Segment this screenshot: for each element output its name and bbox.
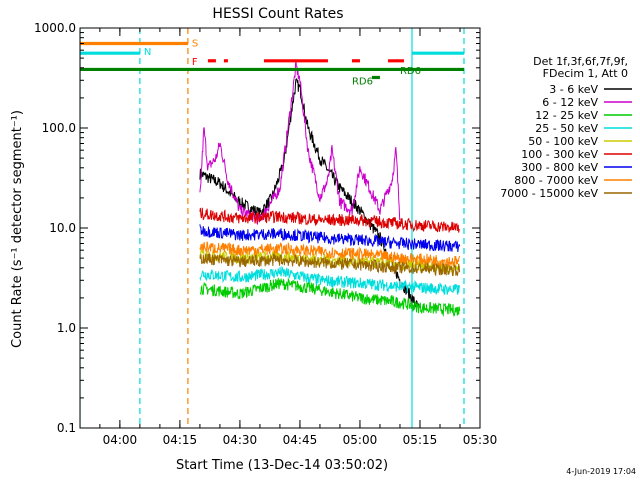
x-tick-label-0: 04:00 bbox=[103, 433, 138, 447]
series-line-6 bbox=[199, 224, 461, 253]
series-line-1 bbox=[199, 59, 401, 225]
legend-label-8: 7000 - 15000 keV bbox=[500, 187, 598, 200]
annotation-4: RD6 bbox=[352, 76, 373, 87]
y-tick-label-4: 1000.0 bbox=[34, 21, 76, 35]
x-tick-label-4: 05:00 bbox=[343, 433, 378, 447]
chart-title: HESSI Count Rates bbox=[212, 6, 343, 22]
legend-label-2: 12 - 25 keV bbox=[535, 109, 598, 122]
annotation-0: S bbox=[192, 38, 198, 49]
footer-date: 4-Jun-2019 17:04 bbox=[566, 467, 636, 476]
legend-header-1: FDecim 1, Att 0 bbox=[543, 67, 628, 80]
legend-label-0: 3 - 6 keV bbox=[549, 83, 598, 96]
legend-header-0: Det 1f,3f,6f,7f,9f, bbox=[533, 55, 628, 68]
series-line-7 bbox=[199, 241, 461, 268]
x-tick-label-2: 04:30 bbox=[223, 433, 258, 447]
x-tick-label-1: 04:15 bbox=[163, 433, 198, 447]
annotation-1: N bbox=[144, 47, 151, 58]
x-tick-label-5: 05:15 bbox=[403, 433, 438, 447]
series-line-2 bbox=[199, 277, 461, 318]
legend-label-4: 50 - 100 keV bbox=[528, 135, 598, 148]
series-line-5 bbox=[199, 207, 460, 233]
x-tick-label-3: 04:45 bbox=[283, 433, 318, 447]
y-axis-label: Count Rate (s⁻¹ detector segment⁻¹) bbox=[10, 110, 25, 348]
legend-label-5: 100 - 300 keV bbox=[521, 148, 598, 161]
y-tick-label-2: 10.0 bbox=[49, 221, 76, 235]
legend-label-1: 6 - 12 keV bbox=[542, 96, 598, 109]
annotation-2: F bbox=[192, 57, 198, 68]
x-tick-label-6: 05:30 bbox=[463, 433, 498, 447]
series-line-3 bbox=[199, 265, 461, 296]
legend-label-3: 25 - 50 keV bbox=[535, 122, 598, 135]
legend-label-7: 800 - 7000 keV bbox=[514, 174, 598, 187]
y-tick-label-1: 1.0 bbox=[57, 321, 76, 335]
annotation-3: RD6 bbox=[400, 66, 421, 77]
legend-label-6: 300 - 800 keV bbox=[521, 161, 598, 174]
legend: Det 1f,3f,6f,7f,9f,FDecim 1, Att 0 3 - 6 … bbox=[500, 55, 632, 200]
series-line-8 bbox=[199, 253, 461, 277]
y-tick-label-0: 0.1 bbox=[57, 421, 76, 435]
x-axis-label: Start Time (13-Dec-14 03:50:02) bbox=[176, 458, 388, 473]
y-tick-label-3: 100.0 bbox=[42, 121, 76, 135]
